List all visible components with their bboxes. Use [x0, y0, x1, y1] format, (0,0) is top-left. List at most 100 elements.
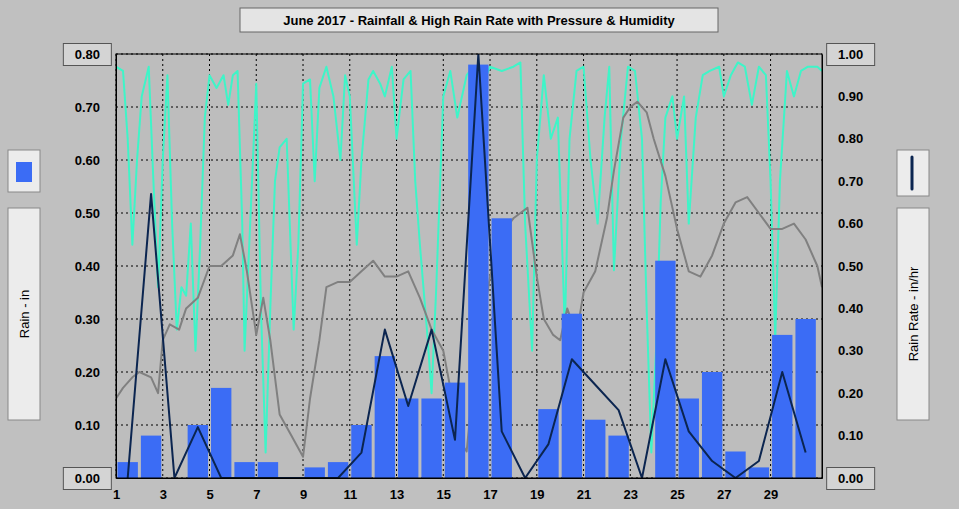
- tick: 0.30: [75, 312, 116, 327]
- bar: [585, 420, 605, 478]
- tick-label: 0.40: [838, 301, 863, 316]
- tick: 3: [160, 478, 167, 502]
- grid-line-x: [396, 54, 397, 478]
- tick-label: 0.70: [838, 174, 863, 189]
- key-box: [897, 150, 929, 196]
- tick-label: 1: [113, 487, 120, 502]
- tick: 0.10: [822, 428, 863, 443]
- tick: 0.80: [822, 131, 863, 146]
- grid-line-x: [677, 54, 678, 478]
- y2-axis-title: Rain Rate - in/hr: [906, 266, 921, 361]
- plot-area: [116, 54, 822, 478]
- title: June 2017 - Rainfall & High Rain Rate wi…: [283, 13, 675, 28]
- tick-label: 0.30: [838, 343, 863, 358]
- axis-line: [822, 55, 823, 479]
- bar: [234, 462, 254, 478]
- chart-svg: 0.00 0.10 0.20 0.30 0.40 0.50 0.60 0.70 0.80 0.00…: [0, 0, 959, 509]
- tick-label: 0.90: [838, 89, 863, 104]
- tick-label: 13: [390, 487, 404, 502]
- bar: [258, 462, 278, 478]
- tick: 27: [717, 478, 731, 502]
- tick-label: 0.00: [75, 471, 100, 486]
- bar: [492, 218, 512, 478]
- chart-root: 0.00 0.10 0.20 0.30 0.40 0.50 0.60 0.70 0.80 0.00…: [0, 0, 959, 509]
- tick-label-box: [827, 468, 875, 490]
- tick-label: 11: [343, 487, 357, 502]
- tick-label-box: [63, 468, 111, 490]
- bar: [141, 436, 161, 478]
- bar: [608, 436, 628, 478]
- tick-label: 0.60: [75, 153, 100, 168]
- y-axis-title-panel: [8, 208, 40, 420]
- tick-label: 0.30: [75, 312, 100, 327]
- tick-label: 15: [437, 487, 451, 502]
- tick: 0.40: [822, 301, 863, 316]
- tick: 15: [437, 478, 451, 502]
- y-axis: 0.000.100.200.300.400.500.600.700.80: [63, 44, 116, 490]
- key-icon: [911, 157, 914, 189]
- tick-label: 9: [300, 487, 307, 502]
- tick-label: 0.70: [75, 100, 100, 115]
- tick: 0.90: [822, 89, 863, 104]
- grid-line-x: [723, 54, 724, 478]
- axis-line: [116, 55, 117, 479]
- tick-label: 29: [764, 487, 778, 502]
- tick: 25: [670, 478, 684, 502]
- tick: 19: [530, 478, 544, 502]
- key-box: [8, 150, 40, 192]
- tick: 23: [624, 478, 638, 502]
- tick: 5: [206, 478, 213, 502]
- bar: [562, 314, 582, 478]
- tick-label: 5: [206, 487, 213, 502]
- tick: 17: [483, 478, 497, 502]
- tick: 0.20: [822, 386, 863, 401]
- tick: 13: [390, 478, 404, 502]
- y2-axis: 0.000.100.200.300.400.500.600.700.800.90…: [822, 44, 875, 490]
- tick: 0.80: [63, 44, 116, 66]
- tick: 0.40: [75, 259, 116, 274]
- grid: [116, 54, 822, 478]
- tick: 11: [343, 478, 357, 502]
- grid-line-x: [490, 54, 491, 478]
- y-axis-title: Rain - in: [17, 290, 32, 338]
- title-box: [240, 8, 718, 32]
- tick: 7: [253, 478, 260, 502]
- bar: [421, 399, 441, 479]
- tick-label: 23: [624, 487, 638, 502]
- tick-label: 3: [160, 487, 167, 502]
- grid-line-x: [162, 54, 163, 478]
- tick-label: 0.50: [75, 206, 100, 221]
- tick-label-box: [827, 44, 875, 66]
- tick-label: 0.80: [838, 131, 863, 146]
- tick: 0.00: [63, 468, 116, 490]
- tick-label: 0.40: [75, 259, 100, 274]
- tick: 0.50: [75, 206, 116, 221]
- bar: [655, 261, 675, 478]
- tick-label: 0.80: [75, 47, 100, 62]
- bar: [305, 467, 325, 478]
- tick: 21: [577, 478, 591, 502]
- tick: 0.20: [75, 365, 116, 380]
- tick-label: 0.20: [838, 386, 863, 401]
- tick-label: 0.00: [838, 471, 863, 486]
- line-series: [128, 54, 806, 478]
- axis-line: [117, 478, 823, 479]
- bar: [468, 65, 488, 478]
- tick: 1.00: [822, 44, 875, 66]
- grid-line-x: [630, 54, 631, 478]
- tick-label: 25: [670, 487, 684, 502]
- tick: 0.00: [822, 468, 875, 490]
- bar: [375, 356, 395, 478]
- tick-label-box: [63, 44, 111, 66]
- tick-label: 27: [717, 487, 731, 502]
- bar: [795, 319, 815, 478]
- tick-label: 0.50: [838, 259, 863, 274]
- tick: 0.70: [75, 100, 116, 115]
- bar: [772, 335, 792, 478]
- grid-line-x: [583, 54, 584, 478]
- tick-label: 7: [253, 487, 260, 502]
- tick: 1: [113, 478, 120, 502]
- bar: [398, 399, 418, 479]
- tick-label: 0.10: [838, 428, 863, 443]
- tick-label: 17: [483, 487, 497, 502]
